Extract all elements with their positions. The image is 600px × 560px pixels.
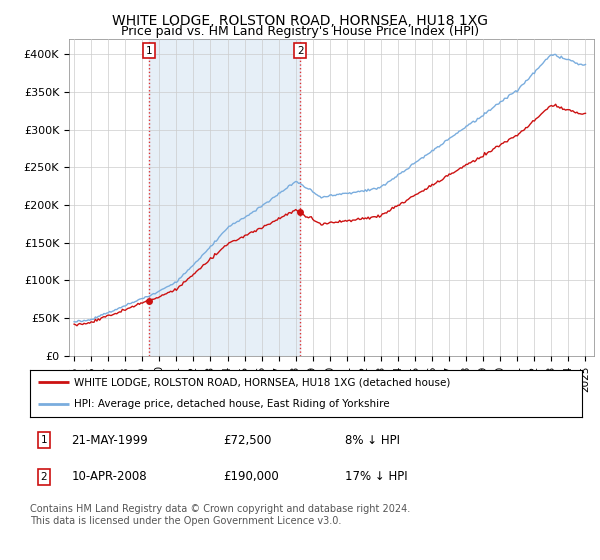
Text: WHITE LODGE, ROLSTON ROAD, HORNSEA, HU18 1XG: WHITE LODGE, ROLSTON ROAD, HORNSEA, HU18… <box>112 14 488 28</box>
Text: Price paid vs. HM Land Registry's House Price Index (HPI): Price paid vs. HM Land Registry's House … <box>121 25 479 38</box>
Text: 1: 1 <box>145 45 152 55</box>
Bar <box>149 39 301 356</box>
Text: £72,500: £72,500 <box>223 434 272 447</box>
Text: £190,000: £190,000 <box>223 470 279 483</box>
Text: 10-APR-2008: 10-APR-2008 <box>71 470 147 483</box>
Text: 1: 1 <box>40 435 47 445</box>
Text: HPI: Average price, detached house, East Riding of Yorkshire: HPI: Average price, detached house, East… <box>74 399 390 409</box>
Text: 8% ↓ HPI: 8% ↓ HPI <box>344 434 400 447</box>
Text: 2: 2 <box>40 472 47 482</box>
Text: WHITE LODGE, ROLSTON ROAD, HORNSEA, HU18 1XG (detached house): WHITE LODGE, ROLSTON ROAD, HORNSEA, HU18… <box>74 377 451 388</box>
Text: 2: 2 <box>297 45 304 55</box>
Text: 21-MAY-1999: 21-MAY-1999 <box>71 434 148 447</box>
Text: Contains HM Land Registry data © Crown copyright and database right 2024.
This d: Contains HM Land Registry data © Crown c… <box>30 504 410 526</box>
Text: 17% ↓ HPI: 17% ↓ HPI <box>344 470 407 483</box>
